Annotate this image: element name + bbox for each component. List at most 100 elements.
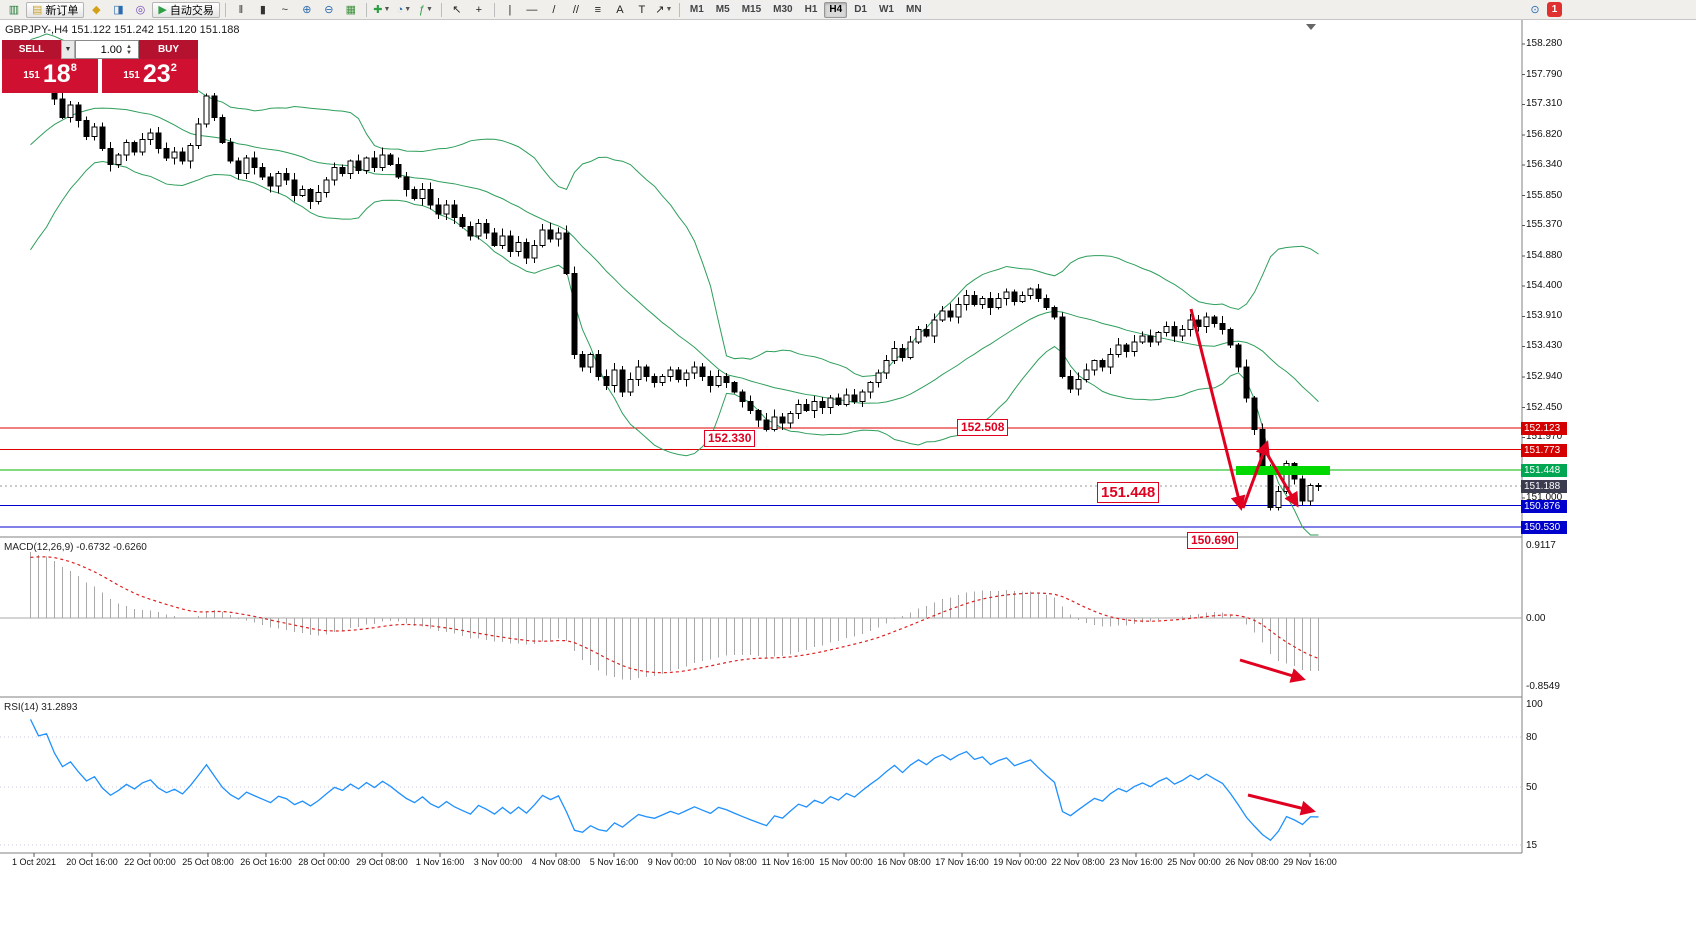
tile-windows-icon[interactable]: ▦ (345, 3, 357, 16)
buy-price[interactable]: 151 23 2 (102, 59, 198, 93)
trade-options-dropdown[interactable]: ▼ (61, 40, 75, 59)
price-axis-label: 153.910 (1526, 310, 1563, 321)
price-axis-label: 155.370 (1526, 219, 1563, 230)
toolbar-separator (493, 2, 495, 17)
price-marker-151773: 151.773 (1521, 444, 1567, 457)
zoom-in-icon[interactable]: ⊕ (302, 3, 312, 16)
price-annotation-151448[interactable]: 151.448 (1097, 482, 1160, 503)
text-icon[interactable]: A (616, 3, 624, 16)
time-axis-label: 3 Nov 00:00 (473, 857, 523, 867)
new-order-button[interactable]: ▤ 新订单 (26, 1, 85, 18)
new-object-icon[interactable]: ✚ ▼ (373, 3, 391, 16)
channel-icon[interactable]: // (572, 3, 579, 16)
market-watch-icon[interactable]: ◆ (92, 3, 101, 16)
time-axis-label: 22 Oct 00:00 (124, 857, 176, 867)
rsi-axis-label: 50 (1526, 782, 1538, 793)
price-axis-label: 151.000 (1526, 492, 1563, 503)
time-axis-label: 11 Nov 16:00 (761, 857, 815, 867)
time-axis-label: 16 Nov 08:00 (877, 857, 931, 867)
toolbar-separator (365, 2, 367, 17)
price-axis-label: 156.820 (1526, 129, 1563, 140)
price-annotation-150690[interactable]: 150.690 (1187, 532, 1239, 549)
new-chart-icon[interactable]: ▥ (8, 3, 20, 16)
rsi-axis-label: 80 (1526, 732, 1538, 743)
indicators-icon[interactable]: ƒ ▼ (418, 3, 433, 16)
zoom-out-icon[interactable]: ⊖ (324, 3, 334, 16)
sell-price-pips: 18 (42, 60, 71, 88)
candle-chart-type-icon[interactable]: ▮ (259, 3, 266, 16)
timeframe-m30[interactable]: M30 (768, 1, 798, 18)
line-chart-type-icon[interactable]: ~ (281, 3, 289, 16)
new-order-button-glyph: ▤ (32, 4, 43, 16)
timeframe-h1[interactable]: H1 (799, 1, 823, 18)
crosshair-icon[interactable]: + (475, 3, 483, 16)
period-icon[interactable]: ◔ ▼ (396, 3, 412, 16)
data-window-icon[interactable]: ◨ (113, 3, 124, 16)
buy-button[interactable]: BUY (139, 40, 198, 59)
vertical-line-icon[interactable]: | (508, 3, 512, 16)
price-axis-label: 157.310 (1526, 98, 1563, 109)
sell-price-point: 8 (70, 62, 77, 74)
time-axis-label: 23 Nov 16:00 (1109, 857, 1163, 867)
volume-up-arrow[interactable]: ▲ (126, 43, 132, 50)
sell-button[interactable]: SELL (2, 40, 61, 59)
main-toolbar: ▥ ▤ 新订单 ◆ ◨ ◎ ▶ 自动交易 ‖ ▮ ~ ⊕ ⊖ ▦ ✚ ▼ ◔ ▼ ƒ ▼ ↖ + | — ///≡ A T ↗ ▼ M1 M… (0, 0, 1696, 20)
trendline-icon[interactable]: / (552, 3, 556, 16)
horizontal-line-icon[interactable]: — (526, 3, 538, 16)
sell-price-big: 151 (23, 70, 40, 81)
volume-input[interactable] (76, 41, 124, 58)
chart-ohlc-header: GBPJPY-,H4 151.122 151.242 151.120 151.1… (5, 24, 240, 36)
timeframe-mn[interactable]: MN (900, 1, 927, 18)
price-annotation-152330[interactable]: 152.330 (704, 430, 756, 447)
time-axis-label: 19 Nov 00:00 (993, 857, 1047, 867)
rsi-indicator-label: RSI(14) 31.2893 (4, 702, 78, 713)
timeframe-m15[interactable]: M15 (736, 1, 767, 18)
auto-trading-button-label: 自动交易 (169, 4, 214, 17)
price-marker-152123: 152.123 (1521, 422, 1567, 435)
price-axis-label: 154.880 (1526, 250, 1563, 261)
cursor-icon[interactable]: ↖ (452, 3, 462, 16)
macd-axis-label: 0.00 (1526, 613, 1546, 624)
price-axis-label: 151.970 (1526, 431, 1563, 442)
time-axis-label: 10 Nov 08:00 (703, 857, 757, 867)
navigator-icon[interactable]: ◎ (135, 3, 146, 16)
time-axis-label: 22 Nov 08:00 (1051, 857, 1105, 867)
buy-price-point: 2 (170, 62, 177, 74)
price-marker-150876: 150.876 (1521, 500, 1567, 513)
notification-badge[interactable]: 1 (1547, 2, 1562, 17)
volume-down-arrow[interactable]: ▼ (126, 49, 132, 56)
timeframe-h4[interactable]: H4 (824, 1, 848, 18)
new-order-button-label: 新订单 (45, 4, 79, 17)
timeframe-w1[interactable]: W1 (873, 1, 899, 18)
auto-trading-button[interactable]: ▶ 自动交易 (152, 1, 220, 18)
text-label-icon[interactable]: T (638, 3, 646, 16)
buy-price-big: 151 (123, 70, 140, 81)
time-axis-label: 15 Nov 00:00 (819, 857, 873, 867)
time-axis-label: 28 Oct 00:00 (298, 857, 350, 867)
sell-price[interactable]: 151 18 8 (2, 59, 98, 93)
time-axis-label: 25 Nov 00:00 (1167, 857, 1221, 867)
volume-field[interactable]: ▲▼ (75, 40, 139, 59)
timeframe-m1[interactable]: M1 (684, 1, 709, 18)
timeframe-d1[interactable]: D1 (849, 1, 872, 18)
price-marker-151188: 151.188 (1521, 480, 1567, 493)
arrows-icon[interactable]: ↗ ▼ (655, 3, 673, 16)
price-axis-label: 157.790 (1526, 69, 1563, 80)
search-icon[interactable]: ⊙ (1530, 3, 1540, 16)
time-axis-label: 29 Nov 16:00 (1283, 857, 1337, 867)
price-annotation-152508[interactable]: 152.508 (957, 419, 1009, 436)
chart-canvas[interactable] (0, 20, 1696, 936)
timeframe-m5[interactable]: M5 (710, 1, 735, 18)
time-axis-label: 1 Nov 16:00 (415, 857, 465, 867)
price-axis-label: 152.450 (1526, 402, 1563, 413)
fibonacci-icon[interactable]: ≡ (594, 3, 602, 16)
price-marker-150530: 150.530 (1521, 521, 1567, 534)
price-axis-label: 152.940 (1526, 371, 1563, 382)
time-axis-label: 26 Oct 16:00 (240, 857, 292, 867)
price-axis-label: 155.850 (1526, 190, 1563, 201)
macd-axis-label: -0.8549 (1526, 681, 1560, 692)
price-axis-label: 158.280 (1526, 38, 1563, 49)
bar-chart-type-icon[interactable]: ‖ (238, 3, 244, 16)
price-axis-label: 156.340 (1526, 159, 1563, 170)
